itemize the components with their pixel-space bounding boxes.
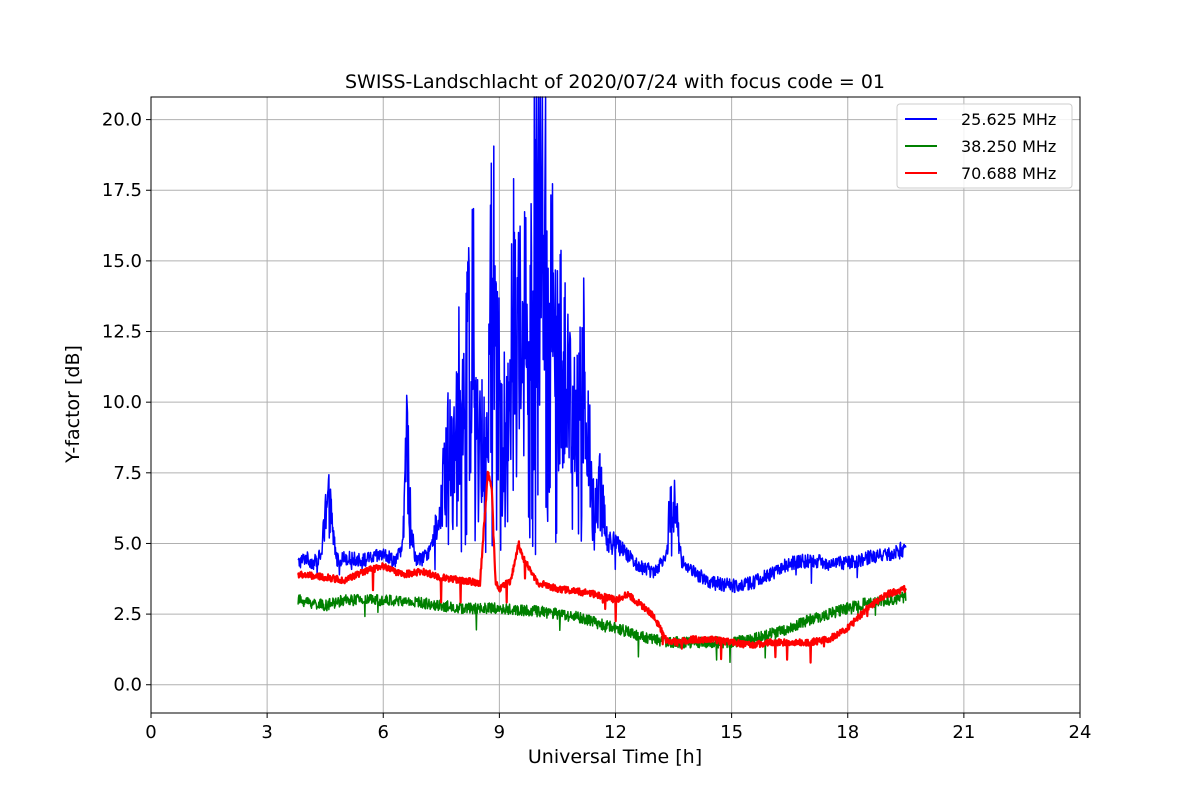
legend: 25.625 MHz 38.250 MHz 70.688 MHz xyxy=(896,103,1073,189)
chart-title: SWISS-Landschlacht of 2020/07/24 with fo… xyxy=(345,71,885,93)
x-tick-label: 18 xyxy=(836,722,859,743)
y-tick-label: 20.0 xyxy=(102,110,142,131)
y-axis-label: Y-factor [dB] xyxy=(62,345,84,464)
x-axis-label: Universal Time [h] xyxy=(528,746,702,768)
x-tick-label: 15 xyxy=(720,722,743,743)
y-tick-label: 15.0 xyxy=(102,251,142,272)
y-tick-label: 7.5 xyxy=(113,463,142,484)
x-tick-label: 6 xyxy=(378,722,389,743)
x-tick-label: 3 xyxy=(261,722,272,743)
x-tick-label: 21 xyxy=(952,722,975,743)
legend-box xyxy=(896,103,1073,189)
legend-label: 70.688 MHz xyxy=(961,164,1056,183)
x-tick-label: 9 xyxy=(494,722,505,743)
x-tick-label: 24 xyxy=(1069,722,1092,743)
y-tick-label: 2.5 xyxy=(113,604,142,625)
legend-label: 38.250 MHz xyxy=(961,137,1056,156)
series-line-2 xyxy=(297,591,907,664)
y-tick-label: 0.0 xyxy=(113,675,142,696)
y-tick-label: 5.0 xyxy=(113,533,142,554)
series-layer xyxy=(297,96,907,664)
y-tick-label: 12.5 xyxy=(102,322,142,343)
tick-layer: 0 3 6 9 12 15 18 21 24 0.0 2.5 5.0 7.5 10.0 12.5 15.0 17… xyxy=(102,110,1092,743)
legend-label: 25.625 MHz xyxy=(961,110,1056,129)
y-tick-label: 10.0 xyxy=(102,392,142,413)
x-tick-label: 0 xyxy=(145,722,156,743)
series-line-1 xyxy=(297,96,907,594)
series-line-3 xyxy=(297,470,907,664)
y-tick-label: 17.5 xyxy=(102,180,142,201)
x-tick-label: 12 xyxy=(604,722,627,743)
